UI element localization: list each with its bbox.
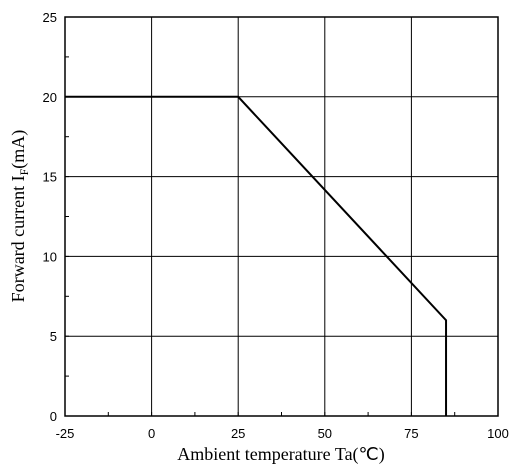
y-tick-label: 5 (50, 329, 57, 344)
y-tick-label: 0 (50, 409, 57, 424)
y-axis-label: Forward current IF(mA) (8, 130, 31, 303)
x-tick-label: 75 (404, 426, 418, 441)
grid (64, 16, 499, 417)
y-axis-label-subscript: F (17, 168, 31, 175)
x-tick-label: 0 (148, 426, 155, 441)
series-layer (65, 95, 448, 416)
x-axis-label: Ambient temperature Ta(℃) (177, 444, 385, 465)
y-axis-label-main: Forward current I (8, 175, 28, 302)
x-tick-label: 50 (318, 426, 332, 441)
y-tick-label: 20 (43, 90, 57, 105)
x-tick-label: 25 (231, 426, 245, 441)
svg-text:Forward current IF(mA): Forward current IF(mA) (8, 130, 31, 303)
y-tick-label: 10 (43, 249, 57, 264)
y-tick-label: 25 (43, 10, 57, 25)
x-tick-label: 100 (487, 426, 509, 441)
series-line (65, 95, 448, 416)
y-axis-ticks: 0 5 10 15 20 25 (43, 10, 69, 424)
y-tick-label: 15 (43, 170, 57, 185)
plot-frame (64, 16, 499, 417)
x-axis-ticks: -25 0 25 50 75 100 (56, 412, 509, 441)
y-axis-label-unit: (mA) (8, 130, 29, 169)
x-tick-label: -25 (56, 426, 75, 441)
